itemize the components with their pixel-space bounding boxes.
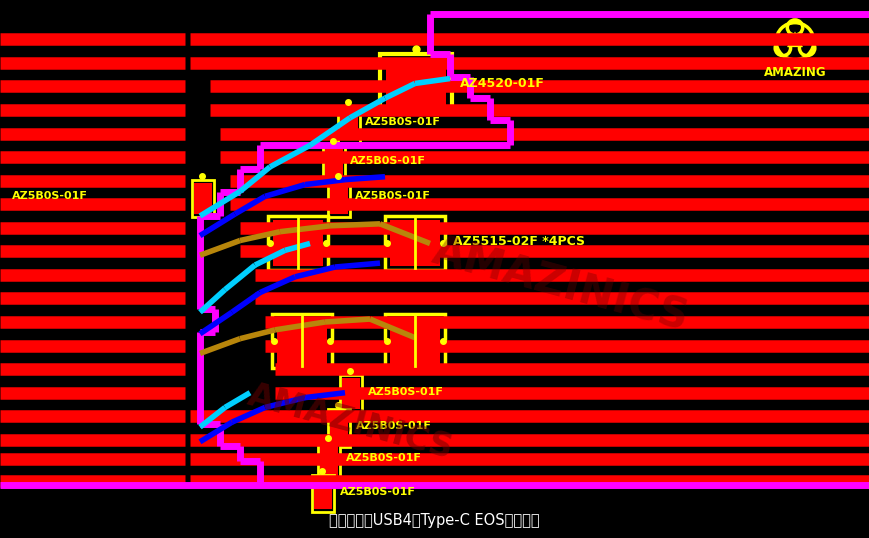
Text: AZ5B0S-01F: AZ5B0S-01F — [346, 454, 421, 463]
Bar — [386, 59, 447, 107]
Bar — [192, 180, 214, 217]
Text: AZ5B0S-01F: AZ5B0S-01F — [365, 117, 441, 127]
Bar — [385, 314, 445, 368]
Bar — [277, 318, 328, 364]
Bar — [318, 442, 340, 479]
Bar — [273, 220, 323, 266]
Bar — [390, 220, 441, 266]
Text: AZ5515-02F *4PCS: AZ5515-02F *4PCS — [453, 235, 585, 248]
Text: AMAZING: AMAZING — [764, 66, 826, 79]
Bar — [385, 216, 445, 270]
Text: AZ5B0S-01F: AZ5B0S-01F — [368, 387, 444, 397]
Bar — [314, 478, 332, 509]
Text: AZ4520-01F: AZ4520-01F — [460, 77, 545, 90]
Bar — [268, 216, 328, 270]
Bar — [194, 182, 212, 214]
Bar — [329, 412, 348, 444]
Text: AMAZINICS: AMAZINICS — [243, 379, 456, 465]
Text: AZ5B0S-01F: AZ5B0S-01F — [350, 156, 426, 166]
Text: 圖四：支持USB4的Type-C EOS防護方案: 圖四：支持USB4的Type-C EOS防護方案 — [329, 513, 540, 528]
Bar — [338, 106, 360, 143]
Text: AZ5B0S-01F: AZ5B0S-01F — [356, 421, 432, 431]
Bar — [340, 375, 362, 412]
Bar — [328, 409, 350, 447]
Bar — [342, 378, 361, 409]
Bar — [323, 145, 345, 182]
Text: AMAZINICS: AMAZINICS — [428, 230, 693, 339]
Bar — [329, 182, 348, 214]
Bar — [380, 54, 452, 111]
Bar — [272, 314, 332, 368]
Text: AZ5B0S-01F: AZ5B0S-01F — [355, 192, 431, 201]
Text: AZ5B0S-01F: AZ5B0S-01F — [340, 487, 416, 497]
Bar — [325, 148, 343, 180]
Text: AZ5B0S-01F: AZ5B0S-01F — [12, 192, 88, 201]
Bar — [320, 445, 338, 476]
Bar — [328, 180, 350, 217]
Bar — [390, 318, 441, 364]
Bar — [340, 109, 358, 140]
Polygon shape — [787, 31, 803, 47]
Bar — [312, 475, 334, 513]
